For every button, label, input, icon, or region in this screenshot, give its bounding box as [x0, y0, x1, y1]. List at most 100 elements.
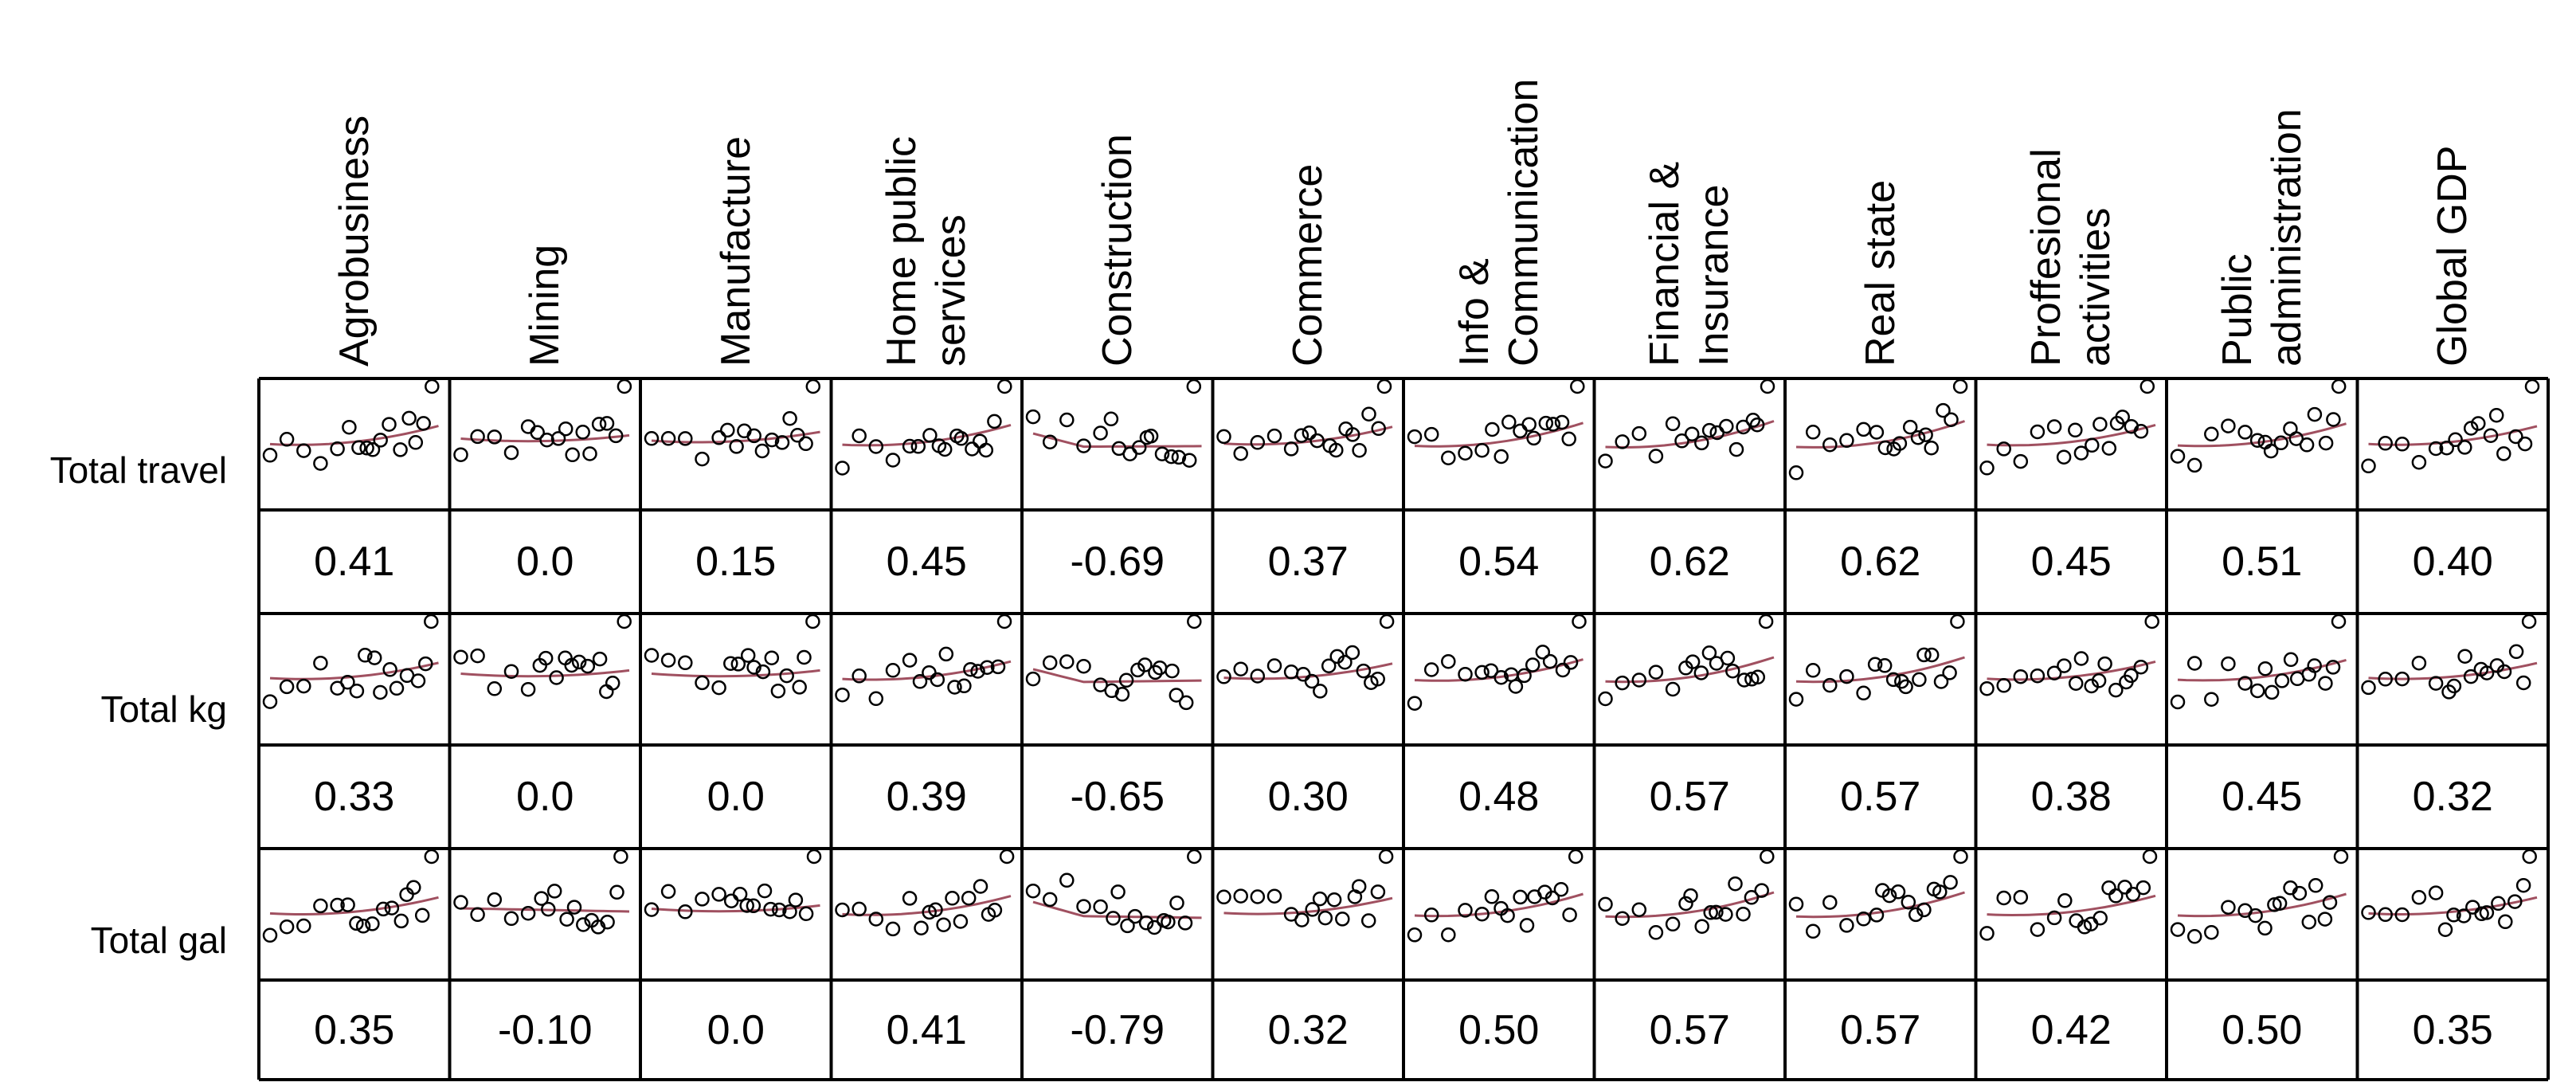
scatter-point: [1103, 411, 1119, 427]
scatter-point: [1485, 421, 1500, 437]
scatter-point: [937, 441, 953, 457]
scatter-point: [805, 614, 820, 629]
scatter-point: [1979, 680, 1995, 696]
scatter-point: [2249, 433, 2265, 448]
scatter-point: [1351, 879, 1367, 894]
scatter-point: [1317, 910, 1333, 926]
scatter-point: [503, 445, 519, 461]
scatter-point: [1881, 888, 1897, 904]
scatter-point: [351, 440, 366, 456]
scatter-point: [599, 684, 614, 700]
scatter-point: [1839, 669, 1854, 684]
scatter-point: [1187, 614, 1202, 629]
correlation-value: 0.0: [707, 1006, 765, 1053]
scatter-point: [389, 680, 405, 696]
scatter-point: [1513, 889, 1528, 905]
scatter-point: [2361, 905, 2376, 920]
scatter-point: [541, 901, 556, 917]
smooth-line: [269, 661, 439, 680]
scatter-point: [592, 651, 608, 667]
scatter-point: [382, 417, 397, 432]
scatter-point: [763, 901, 778, 917]
correlation-value: 0.33: [314, 774, 395, 820]
scatter-point: [1545, 417, 1561, 432]
scatter-point: [1615, 911, 1630, 926]
scatter-point: [1892, 436, 1908, 451]
scatter-point: [2093, 417, 2108, 432]
scatter-point: [790, 428, 805, 443]
scatter-point: [1684, 426, 1700, 441]
scatter-point: [1648, 449, 1664, 464]
scatter-point: [1685, 654, 1701, 669]
scatter-point: [779, 668, 794, 684]
correlation-value: 0.39: [886, 774, 967, 820]
scatter-point: [1146, 919, 1162, 935]
scatter-point: [1474, 442, 1490, 458]
scatter-point: [599, 416, 615, 431]
scatter-point: [1996, 678, 2011, 693]
scatter-point: [910, 439, 926, 454]
scatter-point: [1561, 431, 1576, 447]
scatter-point: [1337, 654, 1353, 670]
scatter-point: [1725, 663, 1740, 679]
scatter-point: [1250, 435, 1266, 450]
scatter-point: [1093, 425, 1108, 441]
scatter-panel: [1025, 378, 1202, 468]
scatter-point: [1760, 378, 1775, 394]
scatter-point: [1555, 662, 1571, 678]
scatter-panel: [1979, 614, 2159, 698]
smooth-line: [1223, 896, 1393, 916]
scatter-point: [2448, 432, 2463, 448]
scatter-point: [1749, 417, 1765, 433]
scatter-point: [922, 428, 938, 443]
scatter-panel: [835, 614, 1012, 707]
scatter-point: [1501, 414, 1517, 430]
scatter-point: [770, 683, 786, 699]
scatter-point: [1542, 653, 1558, 669]
scatter-point: [1304, 673, 1320, 689]
scatter-point: [1441, 450, 1456, 465]
scatter-point: [1933, 674, 1949, 689]
scatter-point: [617, 614, 632, 629]
scatter-point: [953, 914, 969, 929]
scatter-point: [520, 681, 536, 697]
scatter-point: [1106, 911, 1121, 926]
scatter-panel: [1979, 849, 2158, 941]
scatter-point: [2068, 422, 2083, 438]
scatter-point: [2463, 669, 2479, 684]
scatter-panel: [1598, 378, 1775, 469]
scatter-point: [1345, 645, 1360, 661]
correlation-value: 0.51: [2222, 539, 2303, 585]
scatter-point: [2272, 896, 2288, 911]
scatter-point: [1942, 665, 1957, 680]
scatter-point: [2204, 924, 2219, 940]
scatter-point: [1744, 890, 1760, 905]
scatter-panel: [1407, 614, 1587, 711]
scatter-point: [1901, 894, 1916, 910]
scatter-point: [550, 431, 566, 446]
scatter-point: [798, 906, 814, 922]
scatter-point: [453, 649, 468, 665]
scatter-panel: [1979, 378, 2156, 476]
smooth-line: [2177, 892, 2347, 918]
scatter-point: [503, 664, 519, 679]
scatter-panel: [644, 614, 820, 699]
scatter-point: [296, 678, 311, 694]
scatter-point: [2057, 893, 2073, 908]
scatter-point: [408, 435, 424, 450]
smooth-line: [1987, 894, 2156, 917]
scatter-point: [644, 431, 660, 446]
scatter-point: [384, 900, 400, 916]
scatter-panel: [1025, 614, 1202, 711]
scatter-point: [1525, 657, 1541, 672]
scatter-point: [1169, 895, 1184, 911]
scatter-point: [1554, 414, 1570, 430]
scatter-point: [2108, 682, 2124, 698]
scatter-point: [262, 448, 278, 463]
scatter-point: [739, 898, 754, 913]
scatter-point: [978, 442, 994, 458]
scatter-point: [2301, 914, 2317, 930]
scatter-point: [788, 892, 804, 908]
scatter-panel: [1407, 849, 1584, 943]
scatter-point: [1370, 884, 1386, 900]
